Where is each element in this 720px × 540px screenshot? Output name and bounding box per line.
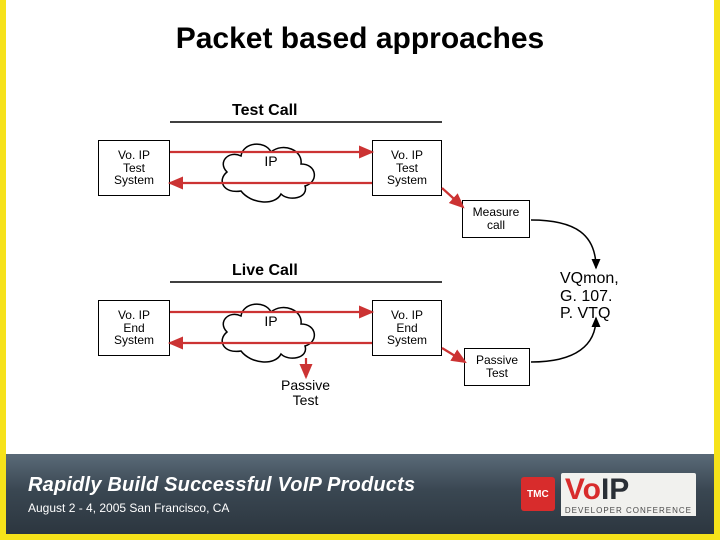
ip-cloud-top-label: IP	[264, 154, 277, 168]
slide: Packet based approaches Test Call Live C…	[0, 0, 720, 540]
voip-logo: VoIP	[561, 473, 696, 507]
footer-sub: August 2 - 4, 2005 San Francisco, CA	[28, 501, 507, 515]
tmc-icon: TMC	[521, 477, 555, 511]
ip-cloud-bottom-label: IP	[264, 314, 277, 328]
footer-headline: Rapidly Build Successful VoIP Products	[28, 474, 507, 497]
voip-badge: TMC VoIP DEVELOPER CONFERENCE	[521, 473, 696, 516]
voip-test-system-left: Vo. IPTestSystem	[98, 140, 170, 196]
voip-test-system-right: Vo. IPTestSystem	[372, 140, 442, 196]
measure-call-box: Measurecall	[462, 200, 530, 238]
developer-conference-label: DEVELOPER CONFERENCE	[561, 505, 696, 516]
passive-test-label: PassiveTest	[281, 378, 330, 407]
section-live-call: Live Call	[232, 262, 298, 280]
footer-banner: Rapidly Build Successful VoIP Products A…	[6, 454, 714, 534]
voip-end-system-left: Vo. IPEndSystem	[98, 300, 170, 356]
ip-cloud-bottom: IP	[211, 296, 331, 366]
vqmon-annotation: VQmon,G. 107.P. VTQ	[560, 270, 619, 323]
ip-cloud-top: IP	[211, 136, 331, 206]
section-test-call: Test Call	[232, 102, 298, 120]
slide-title: Packet based approaches	[6, 22, 714, 56]
voip-end-system-right: Vo. IPEndSystem	[372, 300, 442, 356]
passive-test-box: PassiveTest	[464, 348, 530, 386]
